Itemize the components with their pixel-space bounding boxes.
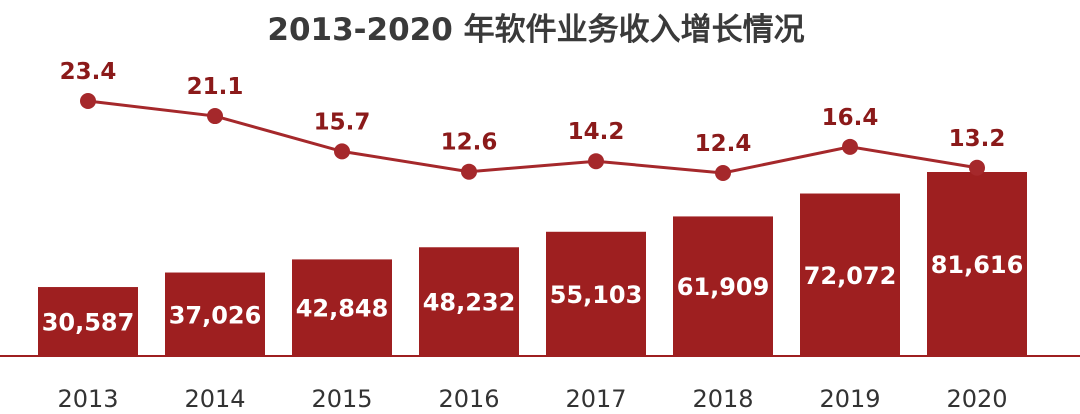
x-tick-label: 2019 — [819, 385, 880, 413]
growth-value-label: 16.4 — [822, 105, 879, 131]
bar-value-label: 55,103 — [550, 281, 643, 309]
growth-point — [588, 153, 604, 170]
x-axis-ticks: 2013 2014 2015 2016 2017 2018 2019 2020 — [57, 385, 1007, 413]
bar-value-label: 37,026 — [169, 301, 262, 329]
chart-title: 2013-2020 年软件业务收入增长情况 — [267, 12, 804, 48]
growth-value-label: 23.4 — [60, 59, 117, 85]
growth-point — [334, 143, 350, 160]
bar — [673, 216, 773, 356]
growth-value-label: 12.6 — [441, 130, 498, 156]
growth-line-layer: 23.4 21.1 15.7 12.6 14.2 12.4 16.4 13.2 — [60, 59, 1006, 181]
x-tick-label: 2013 — [57, 385, 118, 413]
growth-value-label: 21.1 — [187, 74, 244, 100]
bar-value-label: 61,909 — [677, 273, 770, 301]
bar-value-label: 42,848 — [296, 295, 389, 323]
bars-layer: 30,587 37,026 42,848 48,232 55,103 61,909 72,0… — [38, 172, 1027, 356]
growth-line — [87, 99, 978, 175]
growth-point — [969, 159, 985, 176]
growth-value-label: 15.7 — [314, 109, 371, 135]
x-tick-label: 2014 — [184, 385, 245, 413]
bar-value-label: 30,587 — [42, 309, 135, 337]
growth-point — [715, 165, 731, 181]
growth-point — [207, 108, 223, 125]
x-tick-label: 2015 — [311, 385, 372, 413]
bar — [927, 172, 1027, 356]
bar-value-label: 48,232 — [423, 289, 516, 317]
growth-value-label: 14.2 — [568, 119, 625, 145]
x-tick-label: 2020 — [946, 385, 1007, 413]
bar — [419, 247, 519, 356]
bar — [800, 193, 900, 356]
growth-point — [80, 93, 96, 109]
x-tick-label: 2018 — [692, 385, 753, 413]
bar — [165, 272, 265, 356]
bar — [292, 259, 392, 356]
growth-point — [842, 138, 858, 155]
bar-value-label: 81,616 — [931, 251, 1024, 279]
bar — [546, 231, 646, 356]
growth-value-label: 13.2 — [949, 126, 1006, 152]
bar — [38, 287, 138, 356]
bar-value-label: 72,072 — [804, 262, 897, 290]
x-tick-label: 2017 — [565, 385, 626, 413]
x-tick-label: 2016 — [438, 385, 499, 413]
growth-point — [461, 163, 477, 180]
growth-value-label: 12.4 — [695, 131, 752, 157]
